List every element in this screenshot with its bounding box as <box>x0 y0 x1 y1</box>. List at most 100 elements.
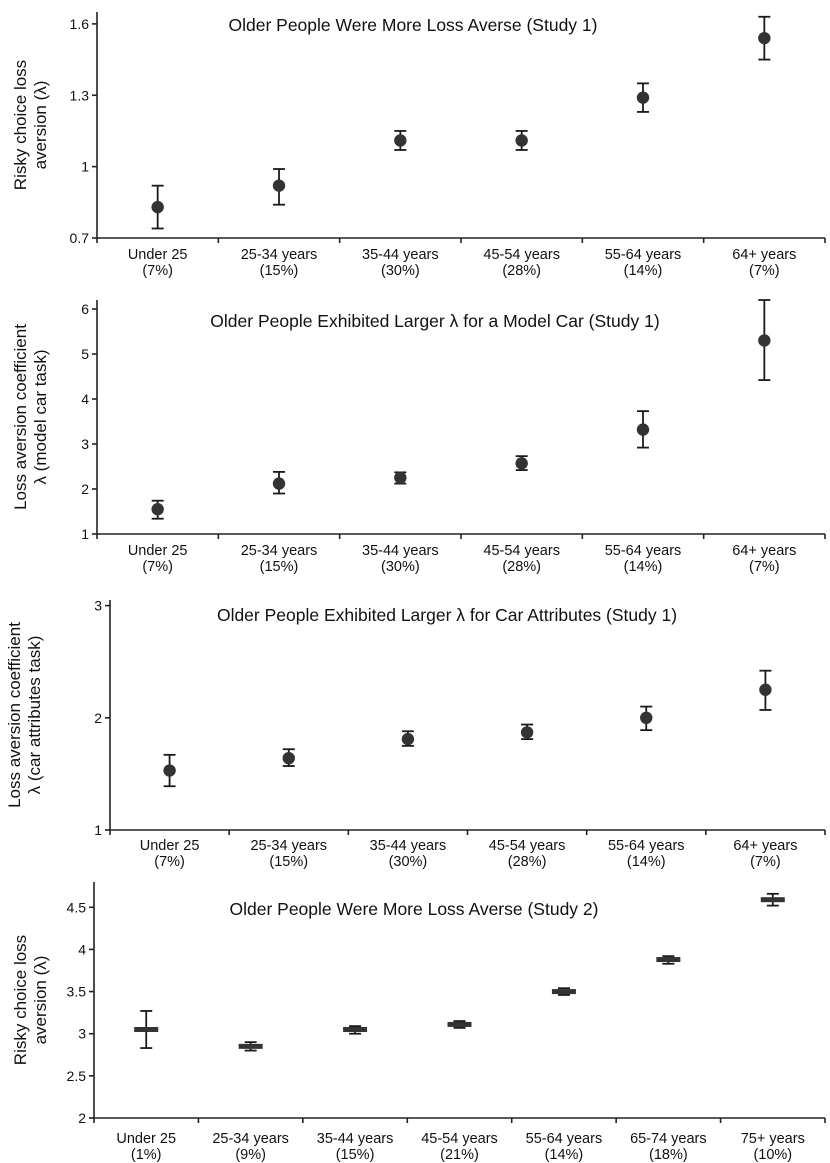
data-point <box>272 179 286 192</box>
data-point <box>163 764 176 777</box>
chart-title: Older People Exhibited Larger λ for a Mo… <box>210 311 659 331</box>
data-point <box>640 711 653 725</box>
x-category-share-label: (10%) <box>753 1147 792 1163</box>
x-category-share-label: (18%) <box>649 1147 688 1163</box>
y-tick-label: 1.3 <box>70 87 90 103</box>
x-category-share-label: (7%) <box>142 263 173 279</box>
x-category-share-label: (15%) <box>260 559 299 575</box>
x-category-label: Under 25 <box>116 1131 176 1147</box>
data-point <box>447 1021 472 1027</box>
y-tick-label: 1 <box>81 526 89 542</box>
x-category-share-label: (15%) <box>269 854 308 870</box>
data-point <box>758 334 771 347</box>
x-category-label: 55-64 years <box>605 543 682 559</box>
y-axis-label-line: λ (model car task) <box>31 349 50 484</box>
y-tick-label: 2 <box>78 1110 86 1126</box>
x-category-share-label: (14%) <box>627 854 666 870</box>
y-tick-label: 2.5 <box>67 1068 87 1084</box>
data-point <box>238 1043 263 1049</box>
data-point <box>759 683 772 696</box>
x-category-share-label: (30%) <box>381 559 420 575</box>
chart-title: Older People Exhibited Larger λ for Car … <box>217 605 677 625</box>
x-category-share-label: (7%) <box>749 263 780 279</box>
data-point <box>636 423 650 436</box>
data-point <box>515 134 528 147</box>
x-category-share-label: (9%) <box>235 1147 266 1163</box>
y-axis-label-line: aversion (λ) <box>31 81 50 170</box>
x-category-share-label: (1%) <box>131 1147 162 1163</box>
x-category-label: 45-54 years <box>483 247 560 263</box>
y-axis-label: Loss aversion coefficientλ (model car ta… <box>11 324 50 510</box>
data-point <box>401 732 415 746</box>
data-point <box>151 503 164 516</box>
y-tick-label: 4 <box>81 391 89 407</box>
data-point <box>515 457 528 470</box>
data-point <box>151 200 164 214</box>
x-category-label: 45-54 years <box>483 543 560 559</box>
y-axis-label: Risky choice lossaversion (λ) <box>11 60 50 190</box>
x-category-share-label: (7%) <box>142 559 173 575</box>
x-category-share-label: (28%) <box>508 854 547 870</box>
x-category-label: 55-64 years <box>608 838 685 854</box>
x-category-share-label: (7%) <box>749 559 780 575</box>
chart-title: Older People Were More Loss Averse (Stud… <box>229 15 598 35</box>
x-category-label: Under 25 <box>128 543 188 559</box>
y-tick-label: 6 <box>81 301 89 317</box>
y-tick-label: 4 <box>78 941 86 957</box>
data-point <box>551 989 576 995</box>
chart-title: Older People Were More Loss Averse (Stud… <box>230 899 599 919</box>
x-category-label: Under 25 <box>140 838 200 854</box>
y-axis-label-line: Loss aversion coefficient <box>11 324 30 510</box>
data-point <box>636 91 650 104</box>
y-tick-label: 3 <box>94 598 102 614</box>
y-axis-label: Loss aversion coefficientλ (car attribut… <box>5 622 44 808</box>
x-category-share-label: (30%) <box>381 263 420 279</box>
data-point <box>520 726 534 739</box>
x-category-share-label: (14%) <box>624 559 663 575</box>
data-point <box>394 134 407 147</box>
y-tick-label: 2 <box>81 481 89 497</box>
y-tick-label: 1 <box>94 822 102 838</box>
x-category-label: 25-34 years <box>250 838 327 854</box>
x-category-share-label: (28%) <box>502 559 541 575</box>
x-category-label: 25-34 years <box>241 247 318 263</box>
y-tick-label: 4.5 <box>67 899 87 915</box>
y-tick-label: 3 <box>81 436 89 452</box>
data-point <box>394 471 407 484</box>
x-category-label: 35-44 years <box>317 1131 394 1147</box>
x-category-label: 55-64 years <box>605 247 682 263</box>
x-category-share-label: (7%) <box>750 854 781 870</box>
x-category-share-label: (7%) <box>154 854 185 870</box>
y-tick-label: 1 <box>81 159 89 175</box>
y-tick-label: 3.5 <box>67 984 87 1000</box>
x-category-label: 35-44 years <box>362 543 439 559</box>
x-category-share-label: (15%) <box>336 1147 375 1163</box>
data-point <box>760 897 785 903</box>
y-tick-label: 2 <box>94 710 102 726</box>
data-point <box>282 751 295 765</box>
x-category-label: 45-54 years <box>489 838 566 854</box>
y-tick-label: 1.6 <box>70 16 90 32</box>
x-category-label: 55-64 years <box>526 1131 603 1147</box>
x-category-label: 64+ years <box>733 838 797 854</box>
y-tick-label: 0.7 <box>70 230 90 246</box>
y-axis-label-line: Risky choice loss <box>11 935 30 1065</box>
x-category-label: 64+ years <box>732 543 796 559</box>
x-category-label: 35-44 years <box>370 838 447 854</box>
x-category-label: 65-74 years <box>630 1131 707 1147</box>
y-axis-label-line: Loss aversion coefficient <box>5 622 24 808</box>
data-point <box>134 1027 159 1032</box>
y-tick-label: 3 <box>78 1026 86 1042</box>
y-tick-label: 5 <box>81 346 89 362</box>
data-point <box>656 957 681 963</box>
y-axis-label: Risky choice lossaversion (λ) <box>11 935 50 1065</box>
x-category-share-label: (15%) <box>260 263 299 279</box>
x-category-share-label: (14%) <box>545 1147 584 1163</box>
x-category-label: 45-54 years <box>421 1131 498 1147</box>
x-category-label: 35-44 years <box>362 247 439 263</box>
data-point <box>758 31 771 45</box>
